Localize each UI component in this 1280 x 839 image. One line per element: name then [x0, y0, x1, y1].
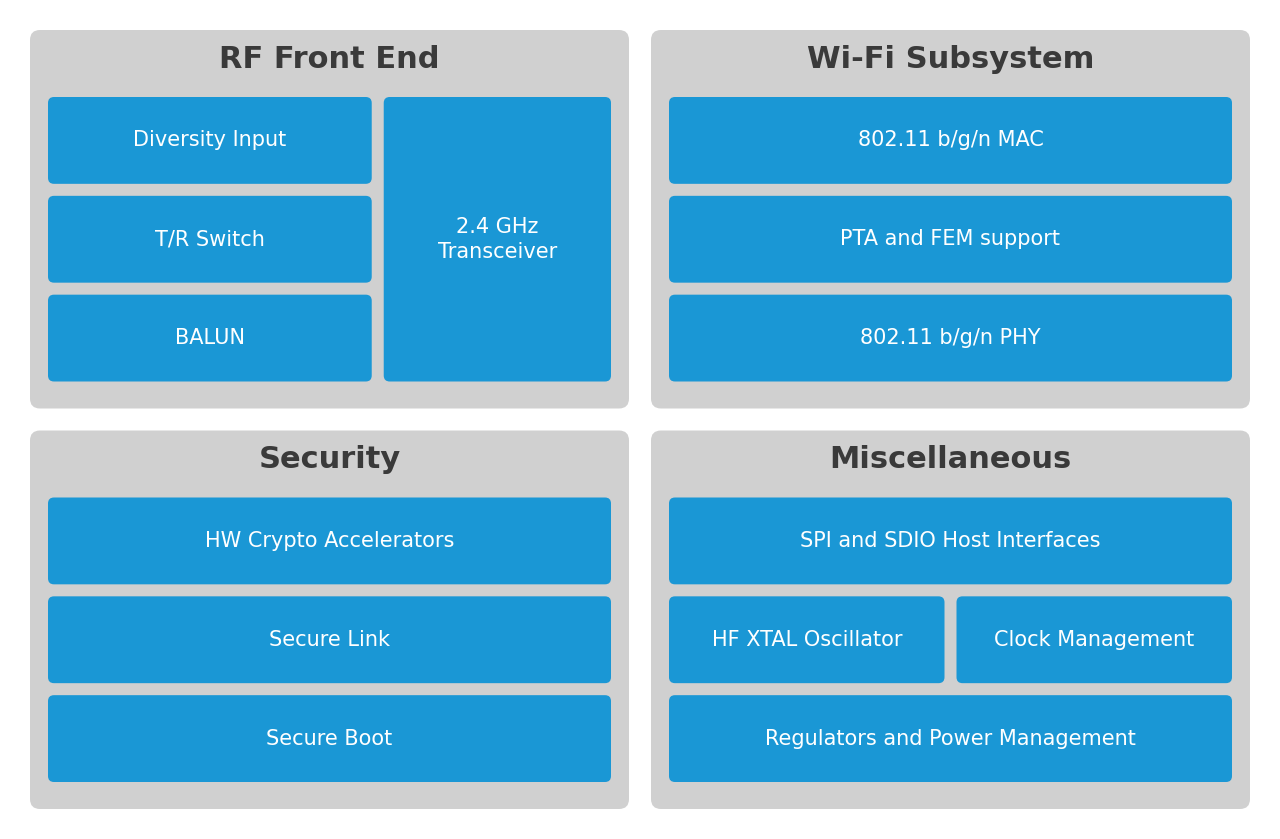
Text: HW Crypto Accelerators: HW Crypto Accelerators	[205, 531, 454, 551]
FancyBboxPatch shape	[669, 696, 1231, 782]
FancyBboxPatch shape	[49, 498, 611, 584]
FancyBboxPatch shape	[49, 195, 371, 283]
Text: Clock Management: Clock Management	[995, 630, 1194, 649]
FancyBboxPatch shape	[652, 430, 1251, 809]
Text: BALUN: BALUN	[175, 328, 244, 348]
FancyBboxPatch shape	[669, 195, 1231, 283]
Text: 802.11 b/g/n MAC: 802.11 b/g/n MAC	[858, 130, 1043, 150]
Text: Secure Boot: Secure Boot	[266, 728, 393, 748]
Text: RF Front End: RF Front End	[219, 44, 440, 74]
Text: Diversity Input: Diversity Input	[133, 130, 287, 150]
Text: Wi-Fi Subsystem: Wi-Fi Subsystem	[806, 44, 1094, 74]
FancyBboxPatch shape	[49, 97, 371, 184]
FancyBboxPatch shape	[669, 597, 945, 683]
Text: HF XTAL Oscillator: HF XTAL Oscillator	[712, 630, 902, 649]
Text: 2.4 GHz
Transceiver: 2.4 GHz Transceiver	[438, 216, 557, 262]
FancyBboxPatch shape	[669, 498, 1231, 584]
Text: Security: Security	[259, 445, 401, 474]
Text: T/R Switch: T/R Switch	[155, 229, 265, 249]
FancyBboxPatch shape	[956, 597, 1231, 683]
FancyBboxPatch shape	[49, 597, 611, 683]
FancyBboxPatch shape	[29, 430, 628, 809]
FancyBboxPatch shape	[669, 97, 1231, 184]
FancyBboxPatch shape	[49, 696, 611, 782]
FancyBboxPatch shape	[652, 30, 1251, 409]
Text: Miscellaneous: Miscellaneous	[829, 445, 1071, 474]
Text: PTA and FEM support: PTA and FEM support	[841, 229, 1061, 249]
FancyBboxPatch shape	[669, 294, 1231, 382]
FancyBboxPatch shape	[29, 30, 628, 409]
Text: Secure Link: Secure Link	[269, 630, 390, 649]
Text: Regulators and Power Management: Regulators and Power Management	[765, 728, 1135, 748]
Text: 802.11 b/g/n PHY: 802.11 b/g/n PHY	[860, 328, 1041, 348]
FancyBboxPatch shape	[49, 294, 371, 382]
FancyBboxPatch shape	[384, 97, 611, 382]
Text: SPI and SDIO Host Interfaces: SPI and SDIO Host Interfaces	[800, 531, 1101, 551]
